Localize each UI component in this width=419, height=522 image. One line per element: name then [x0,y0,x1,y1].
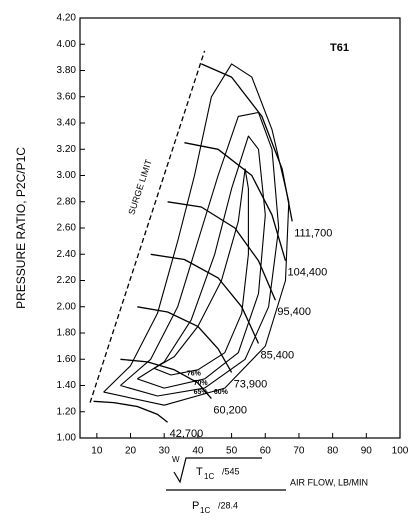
efficiency-contour [137,135,266,389]
y-tick-label: 3.60 [57,91,77,102]
x-label-p-sub: 1C [200,506,210,515]
y-tick-label: 1.00 [57,433,77,444]
plot-frame [79,17,401,439]
efficiency-contour [120,111,280,397]
contour-label: 70% [194,380,209,387]
speed-label: 104,400 [287,267,327,279]
y-tick-label: 3.40 [57,118,77,129]
y-axis-label: PRESSURE RATIO, P2C/P1C [14,147,28,309]
y-tick-label: 1.20 [57,406,77,417]
x-label-p-div: /28.4 [218,500,238,510]
speed-line [201,63,293,222]
speed-line [93,400,169,423]
speed-line [184,142,287,261]
x-tick-label: 10 [91,446,103,457]
x-label-t: T [196,466,203,478]
y-tick-label: 2.00 [57,301,77,312]
x-label-p: P [192,500,199,512]
x-label-w: W [172,455,180,464]
contour-label: 60% [214,389,229,396]
speed-label: 85,400 [261,349,295,361]
x-label-t-div: /545 [222,466,240,476]
contour-label: 65% [194,389,209,396]
x-tick-label: 20 [125,446,137,457]
speed-label: 73,900 [234,378,268,390]
x-tick-label: 40 [192,446,204,457]
speed-label: 95,400 [277,306,311,318]
y-tick-label: 1.80 [57,328,77,339]
surge-label: SURGE LIMIT [126,158,153,216]
x-tick-label: 80 [327,446,339,457]
x-tick-label: 30 [159,446,171,457]
chart-title: T61 [330,42,349,54]
y-tick-label: 4.00 [57,39,77,50]
x-label-t-sub: 1C [204,472,214,481]
speed-line [150,253,260,344]
speed-line [120,358,212,400]
x-tick-label: 50 [226,446,238,457]
y-tick-label: 4.20 [57,13,77,24]
efficiency-contour [103,63,290,406]
y-tick-label: 2.80 [57,196,77,207]
x-tick-label: 70 [293,446,305,457]
y-tick-label: 3.20 [57,144,77,155]
y-tick-label: 1.60 [57,354,77,365]
y-tick-label: 2.40 [57,249,77,260]
x-label-text: AIR FLOW, LB/MIN [290,477,368,487]
speed-label: 111,700 [294,227,332,239]
x-tick-label: 60 [260,446,272,457]
radical [173,457,262,484]
y-tick-label: 3.80 [57,65,77,76]
x-tick-label: 90 [361,446,373,457]
speed-line [167,201,276,301]
surge-limit [89,50,206,403]
y-tick-label: 2.60 [57,223,77,234]
speed-label: 60,200 [213,405,247,417]
y-tick-label: 3.00 [57,170,77,181]
y-tick-label: 1.40 [57,380,77,391]
x-axis-label: W T 1C /545 P 1C /28.4 AIR FLOW, LB/MIN [166,455,368,515]
speed-label: 42,700 [170,428,204,440]
efficiency-contour [153,168,249,376]
speed-line [137,306,233,373]
y-tick-label: 2.20 [57,275,77,286]
contour-label: 76% [187,371,202,378]
x-tick-label: 100 [392,446,409,457]
